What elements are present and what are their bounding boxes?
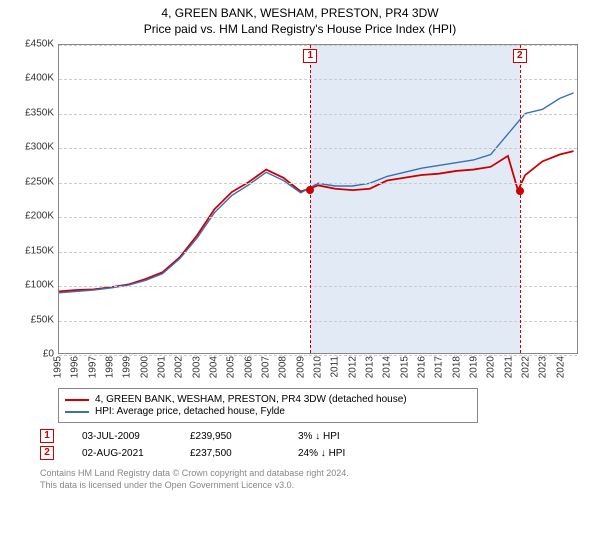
- y-tick-label: £400K: [25, 73, 54, 84]
- gridline: [59, 148, 577, 149]
- chart-titles: 4, GREEN BANK, WESHAM, PRESTON, PR4 3DW …: [10, 6, 590, 36]
- sale-badge: 2: [40, 446, 54, 460]
- x-tick-label: 2002: [174, 356, 185, 378]
- gridline: [59, 286, 577, 287]
- sale-date: 02-AUG-2021: [82, 448, 162, 459]
- y-tick-label: £300K: [25, 142, 54, 153]
- sale-dot: [516, 187, 524, 195]
- legend-swatch: [65, 399, 89, 401]
- x-tick-label: 1999: [122, 356, 133, 378]
- x-tick-label: 2003: [191, 356, 202, 378]
- y-tick-label: £250K: [25, 176, 54, 187]
- legend-label: 4, GREEN BANK, WESHAM, PRESTON, PR4 3DW …: [95, 394, 407, 405]
- sale-marker-badge: 2: [513, 49, 527, 63]
- x-tick-label: 2005: [226, 356, 237, 378]
- gridline: [59, 183, 577, 184]
- x-tick-label: 2017: [434, 356, 445, 378]
- sale-marker-badge: 1: [303, 49, 317, 63]
- gridline: [59, 217, 577, 218]
- x-tick-label: 2004: [209, 356, 220, 378]
- sales-table: 1 03-JUL-2009 £239,950 3% ↓ HPI 2 02-AUG-2021…: [40, 429, 590, 460]
- y-tick-label: £50K: [31, 314, 54, 325]
- x-tick-label: 2015: [399, 356, 410, 378]
- plot-area: 12: [58, 44, 578, 354]
- legend-swatch: [65, 411, 89, 413]
- sale-dot: [306, 186, 314, 194]
- x-tick-label: 2007: [261, 356, 272, 378]
- x-tick-label: 2018: [451, 356, 462, 378]
- footer-attribution: Contains HM Land Registry data © Crown c…: [40, 468, 590, 491]
- container: 4, GREEN BANK, WESHAM, PRESTON, PR4 3DW …: [0, 0, 600, 560]
- x-tick-label: 2024: [555, 356, 566, 378]
- y-axis: £0£50K£100K£150K£200K£250K£300K£350K£400…: [10, 44, 56, 354]
- sale-price: £239,950: [190, 431, 270, 442]
- sale-badge: 1: [40, 429, 54, 443]
- sale-vline: [520, 45, 521, 353]
- series-property: [59, 151, 574, 291]
- y-tick-label: £150K: [25, 245, 54, 256]
- x-tick-label: 2021: [503, 356, 514, 378]
- sale-date: 03-JUL-2009: [82, 431, 162, 442]
- x-tick-label: 1997: [87, 356, 98, 378]
- title-line-2: Price paid vs. HM Land Registry's House …: [10, 22, 590, 36]
- x-tick-label: 2022: [521, 356, 532, 378]
- series-svg: [59, 45, 577, 353]
- x-tick-label: 2020: [486, 356, 497, 378]
- gridline: [59, 321, 577, 322]
- legend-row: 4, GREEN BANK, WESHAM, PRESTON, PR4 3DW …: [65, 394, 471, 405]
- footer-line-2: This data is licensed under the Open Gov…: [40, 480, 590, 492]
- gridline: [59, 45, 577, 46]
- x-tick-label: 2000: [139, 356, 150, 378]
- y-tick-label: £450K: [25, 39, 54, 50]
- sale-row: 2 02-AUG-2021 £237,500 24% ↓ HPI: [40, 446, 590, 460]
- chart-area: £0£50K£100K£150K£200K£250K£300K£350K£400…: [10, 44, 590, 384]
- x-tick-label: 2009: [295, 356, 306, 378]
- x-tick-label: 1996: [70, 356, 81, 378]
- legend-row: HPI: Average price, detached house, Fyld…: [65, 406, 471, 417]
- x-tick-label: 2019: [469, 356, 480, 378]
- x-tick-label: 2023: [538, 356, 549, 378]
- sale-vs-hpi: 24% ↓ HPI: [298, 448, 378, 459]
- sale-vs-hpi: 3% ↓ HPI: [298, 431, 378, 442]
- x-tick-label: 1998: [105, 356, 116, 378]
- legend-label: HPI: Average price, detached house, Fyld…: [95, 406, 285, 417]
- sale-row: 1 03-JUL-2009 £239,950 3% ↓ HPI: [40, 429, 590, 443]
- series-hpi: [59, 93, 574, 293]
- sale-price: £237,500: [190, 448, 270, 459]
- x-axis: 1995199619971998199920002001200220032004…: [58, 354, 578, 384]
- sale-vline: [310, 45, 311, 353]
- x-tick-label: 2016: [417, 356, 428, 378]
- x-tick-label: 2010: [313, 356, 324, 378]
- x-tick-label: 1995: [53, 356, 64, 378]
- gridline: [59, 79, 577, 80]
- footer-line-1: Contains HM Land Registry data © Crown c…: [40, 468, 590, 480]
- x-tick-label: 2011: [330, 356, 341, 378]
- gridline: [59, 114, 577, 115]
- gridline: [59, 252, 577, 253]
- title-line-1: 4, GREEN BANK, WESHAM, PRESTON, PR4 3DW: [10, 6, 590, 20]
- legend: 4, GREEN BANK, WESHAM, PRESTON, PR4 3DW …: [58, 388, 478, 423]
- x-tick-label: 2013: [365, 356, 376, 378]
- x-tick-label: 2014: [382, 356, 393, 378]
- x-tick-label: 2012: [347, 356, 358, 378]
- x-tick-label: 2008: [278, 356, 289, 378]
- y-tick-label: £350K: [25, 107, 54, 118]
- y-tick-label: £100K: [25, 280, 54, 291]
- y-tick-label: £200K: [25, 211, 54, 222]
- x-tick-label: 2001: [157, 356, 168, 378]
- x-tick-label: 2006: [243, 356, 254, 378]
